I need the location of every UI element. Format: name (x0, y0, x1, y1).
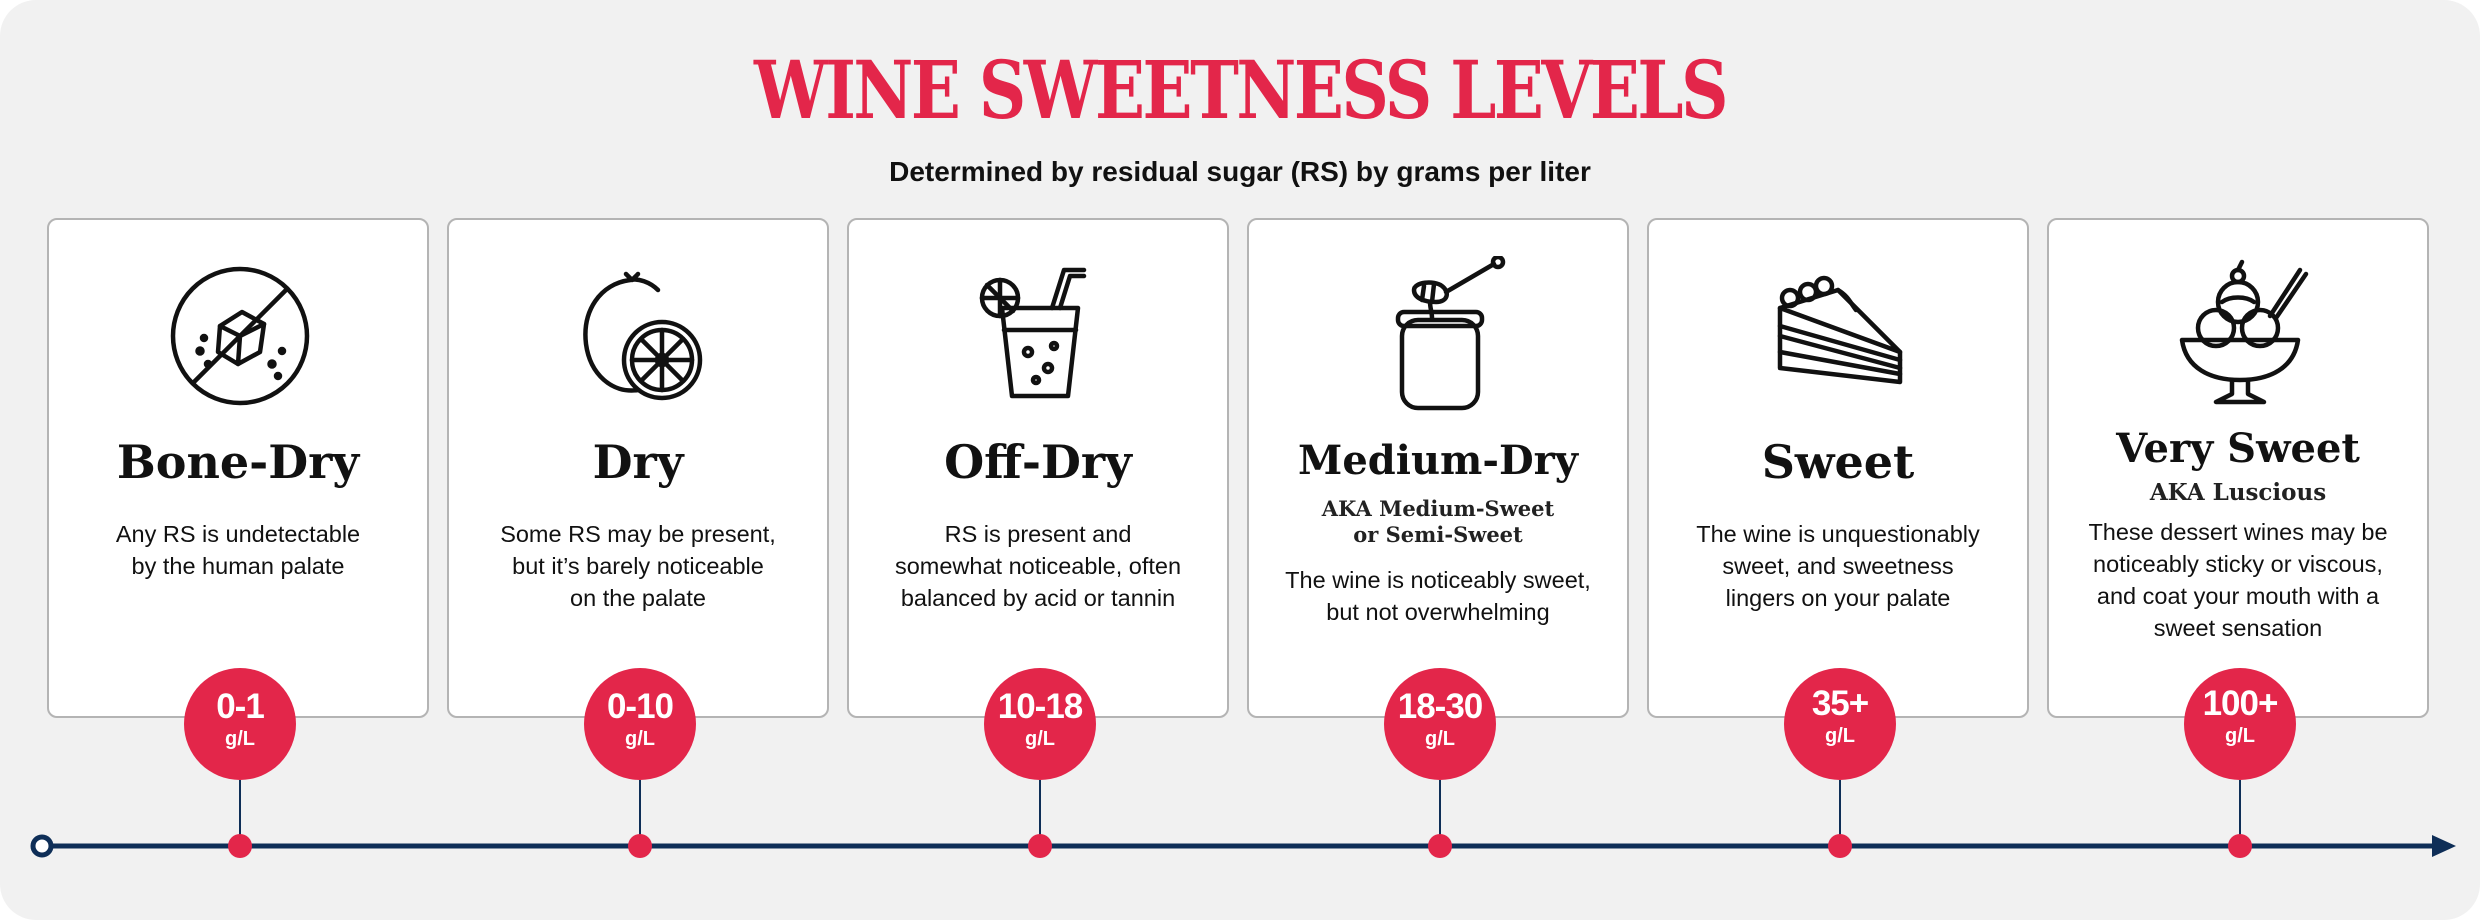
level-name: Bone-Dry (116, 435, 360, 489)
rs-range-unit: g/L (225, 728, 255, 750)
level-card-sweet: Sweet The wine is unquestionably sweet, … (1647, 218, 2029, 718)
rs-range-badge: 0-10 g/L (584, 668, 696, 780)
rs-range-value: 35+ (1811, 684, 1869, 723)
timeline-connector (2239, 780, 2241, 840)
timeline-dot (228, 834, 252, 858)
rs-range-badge: 35+ g/L (1784, 668, 1896, 780)
timeline-connector (1839, 780, 1841, 840)
timeline-dot (1428, 834, 1452, 858)
rs-range-badge: 10-18 g/L (984, 668, 1096, 780)
rs-range-value: 100+ (2202, 684, 2279, 723)
page-subtitle: Determined by residual sugar (RS) by gra… (889, 156, 1591, 187)
rs-range-value: 0-1 (216, 687, 265, 726)
timeline-connector (1039, 780, 1041, 840)
rs-range-unit: g/L (625, 728, 655, 750)
cocktail-glass-icon (960, 256, 1120, 416)
level-name: Very Sweet (2116, 425, 2360, 472)
rs-range-badge: 0-1 g/L (184, 668, 296, 780)
timeline-dot (1028, 834, 1052, 858)
rs-range-badge: 18-30 g/L (1384, 668, 1496, 780)
timeline-dot (1828, 834, 1852, 858)
timeline-connector (1439, 780, 1441, 840)
level-name: Medium-Dry (1298, 437, 1578, 484)
ice-cream-sundae-icon (2160, 256, 2320, 416)
level-description: Any RS is undetectable by the human pala… (115, 521, 361, 579)
level-name: Sweet (1761, 435, 1915, 489)
level-aka: AKA Luscious (2149, 479, 2327, 506)
timeline-start-circle (30, 834, 54, 858)
rs-range-unit: g/L (1425, 728, 1455, 750)
no-ice-cube-icon (160, 256, 320, 416)
rs-range-value: 10-18 (997, 687, 1084, 726)
level-card-dry: Dry Some RS may be present, but it’s bar… (447, 218, 829, 718)
lemon-icon (560, 256, 720, 416)
level-name: Dry (592, 435, 684, 489)
level-card-medium-dry: Medium-Dry AKA Medium-Sweet or Semi-Swee… (1247, 218, 1629, 718)
level-description: These dessert wines may be noticeably st… (2088, 519, 2388, 641)
level-description: The wine is noticeably sweet, but not ov… (1285, 567, 1591, 625)
honey-jar-icon (1360, 254, 1520, 416)
level-card-very-sweet: Very Sweet AKA Luscious These dessert wi… (2047, 218, 2429, 718)
rs-range-value: 18-30 (1397, 687, 1484, 726)
level-name: Off-Dry (944, 435, 1132, 489)
level-description: The wine is unquestionably sweet, and sw… (1696, 521, 1980, 611)
rs-range-unit: g/L (1025, 728, 1055, 750)
cake-slice-icon (1760, 256, 1920, 416)
timeline-dot (2228, 834, 2252, 858)
level-card-off-dry: Off-Dry RS is present and somewhat notic… (847, 218, 1229, 718)
page-title: WINE SWEETNESS LEVELS (753, 43, 1728, 137)
level-description: Some RS may be present, but it’s barely … (500, 521, 776, 611)
rs-range-unit: g/L (2225, 725, 2255, 747)
timeline-arrow-icon (2432, 835, 2456, 857)
level-card-bone-dry: Bone-Dry Any RS is undetectable by the h… (47, 218, 429, 718)
rs-range-badge: 100+ g/L (2184, 668, 2296, 780)
level-aka: AKA Medium-Sweet or Semi-Sweet (1321, 496, 1555, 547)
timeline-connector (639, 780, 641, 840)
rs-range-unit: g/L (1825, 725, 1855, 747)
level-description: RS is present and somewhat noticeable, o… (894, 521, 1182, 611)
rs-range-value: 0-10 (606, 687, 674, 726)
timeline-connector (239, 780, 241, 840)
timeline-dot (628, 834, 652, 858)
